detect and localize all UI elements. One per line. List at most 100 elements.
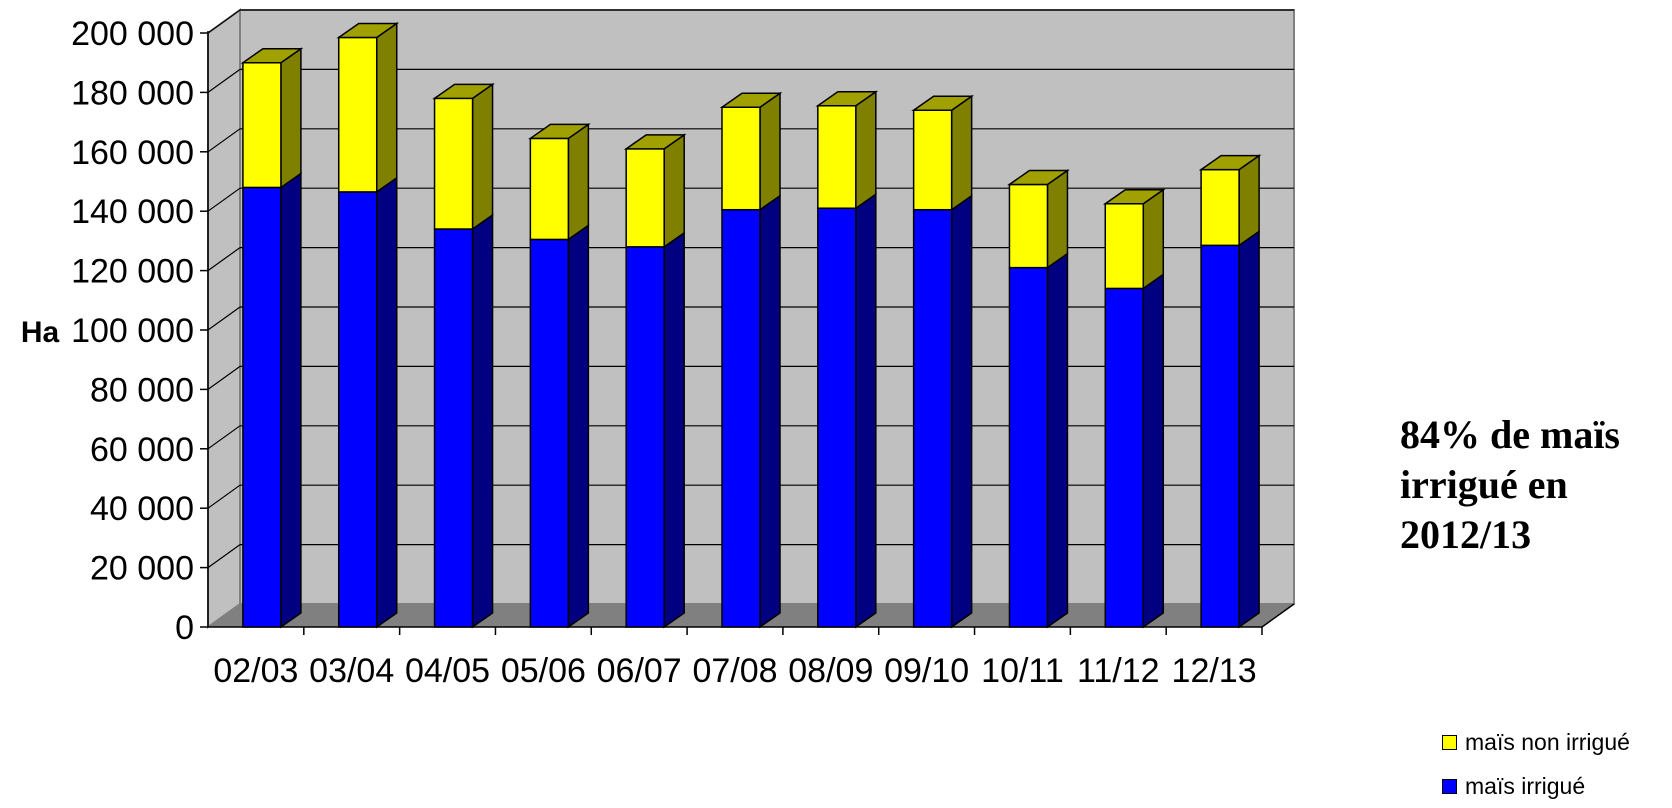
- gridline-side: [207, 187, 241, 212]
- bar-non-irrigue-10-11: [1007, 169, 1070, 270]
- x-tick-label: 02/03: [213, 652, 298, 690]
- bar-irrigue-11-12: [1104, 272, 1165, 629]
- x-axis-depth-line: [1261, 603, 1295, 628]
- x-tick-label: 09/10: [884, 652, 969, 690]
- bar-front: [817, 105, 857, 209]
- gridline-side: [207, 365, 241, 390]
- bar-side: [663, 231, 685, 629]
- bar-side: [471, 82, 494, 231]
- bar-side: [375, 22, 398, 194]
- x-tick-label: 04/05: [405, 652, 490, 690]
- bar-side: [1142, 272, 1165, 629]
- bar-front: [242, 61, 282, 189]
- x-tick-label: 07/08: [692, 652, 777, 690]
- bar-non-irrigue-08-09: [815, 90, 879, 210]
- bar-non-irrigue-06-07: [623, 133, 687, 249]
- annotation-line-2: irrigué en: [1400, 462, 1568, 507]
- y-tick-label: 180 000: [71, 74, 194, 112]
- bar-front: [625, 246, 665, 628]
- bar-front: [1104, 287, 1145, 628]
- legend-item-non-irrigue: maïs non irrigué: [1442, 720, 1630, 764]
- bar-side: [855, 90, 877, 210]
- y-tick-label: 0: [175, 609, 194, 647]
- bar-top: [336, 22, 400, 39]
- gridline-side: [207, 9, 241, 34]
- bar-side: [1238, 229, 1260, 629]
- x-tick-label: 05/06: [501, 652, 586, 690]
- bar-non-irrigue-02-03: [240, 47, 304, 189]
- y-tick-label: 200 000: [71, 15, 194, 53]
- bar-front: [337, 36, 378, 193]
- bar-non-irrigue-07-08: [719, 91, 783, 212]
- bar-top: [1007, 169, 1070, 186]
- y-tick-label: 140 000: [71, 193, 194, 231]
- bar-irrigue-03-04: [337, 176, 398, 629]
- bar-side: [663, 133, 685, 249]
- gridline-side: [207, 128, 241, 153]
- bar-side: [1238, 154, 1260, 247]
- x-tick-label: 11/12: [1077, 652, 1160, 690]
- bar-front: [721, 208, 761, 628]
- bar-irrigue-05-06: [529, 223, 590, 629]
- y-axis-label: Ha: [21, 316, 60, 349]
- gridline-side: [207, 306, 241, 331]
- bar-front: [1008, 266, 1049, 628]
- bar-irrigue-10-11: [1008, 252, 1069, 629]
- legend-label-irrigue: maïs irrigué: [1465, 772, 1586, 799]
- bar-front: [433, 97, 474, 230]
- bar-irrigue-07-08: [721, 194, 781, 629]
- bar-side: [759, 194, 781, 629]
- bar-top: [1102, 189, 1166, 205]
- bar-non-irrigue-11-12: [1102, 188, 1166, 290]
- y-tick-label: 20 000: [90, 550, 194, 588]
- bar-side: [855, 192, 877, 629]
- bar-side: [950, 194, 973, 629]
- bar-front: [625, 148, 665, 248]
- bar-front: [912, 109, 953, 211]
- bar-irrigue-02-03: [242, 171, 302, 629]
- bar-irrigue-08-09: [817, 192, 877, 629]
- bar-front: [1008, 183, 1049, 269]
- bar-side: [280, 171, 302, 629]
- bar-side: [567, 122, 590, 241]
- bar-front: [242, 186, 282, 628]
- bar-non-irrigue-09-10: [911, 94, 975, 212]
- bar-top: [240, 47, 304, 64]
- y-tick-label: 80 000: [90, 371, 194, 409]
- bar-side: [375, 176, 398, 629]
- gridline-side: [207, 68, 241, 93]
- y-tick-label: 100 000: [71, 312, 194, 350]
- bar-non-irrigue-05-06: [527, 122, 591, 241]
- legend: maïs non irrigué maïs irrigué: [1442, 720, 1630, 808]
- bar-top: [719, 92, 783, 108]
- bar-irrigue-06-07: [625, 231, 685, 629]
- bar-side: [950, 94, 973, 212]
- bar-non-irrigue-03-04: [336, 22, 400, 194]
- legend-item-irrigue: maïs irrigué: [1442, 764, 1630, 808]
- x-tick-label: 03/04: [309, 652, 394, 690]
- bar-front: [433, 228, 474, 628]
- legend-swatch-irrigue: [1442, 778, 1457, 794]
- bar-top: [1198, 154, 1262, 171]
- bar-top: [432, 83, 495, 100]
- bar-side: [1046, 169, 1069, 270]
- bar-front: [1104, 203, 1145, 290]
- bar-irrigue-04-05: [433, 213, 494, 629]
- bar-non-irrigue-04-05: [432, 82, 495, 231]
- bar-top: [623, 134, 687, 150]
- bar-non-irrigue-12-13: [1198, 154, 1262, 247]
- x-tick-label: 08/09: [788, 652, 873, 690]
- bar-front: [817, 207, 857, 628]
- gridline-side: [207, 425, 241, 450]
- bar-front: [529, 137, 570, 241]
- y-tick-label: 120 000: [71, 253, 194, 291]
- annotation-line-3: 2012/13: [1400, 512, 1532, 557]
- gridline-side: [207, 544, 241, 569]
- annotation: 84% de maïs irrigué en 2012/13: [1400, 410, 1660, 560]
- y-tick-label: 60 000: [90, 431, 194, 469]
- bar-side: [280, 47, 302, 189]
- bar-side: [471, 213, 494, 629]
- bar-front: [1200, 168, 1240, 247]
- bar-top: [527, 123, 591, 140]
